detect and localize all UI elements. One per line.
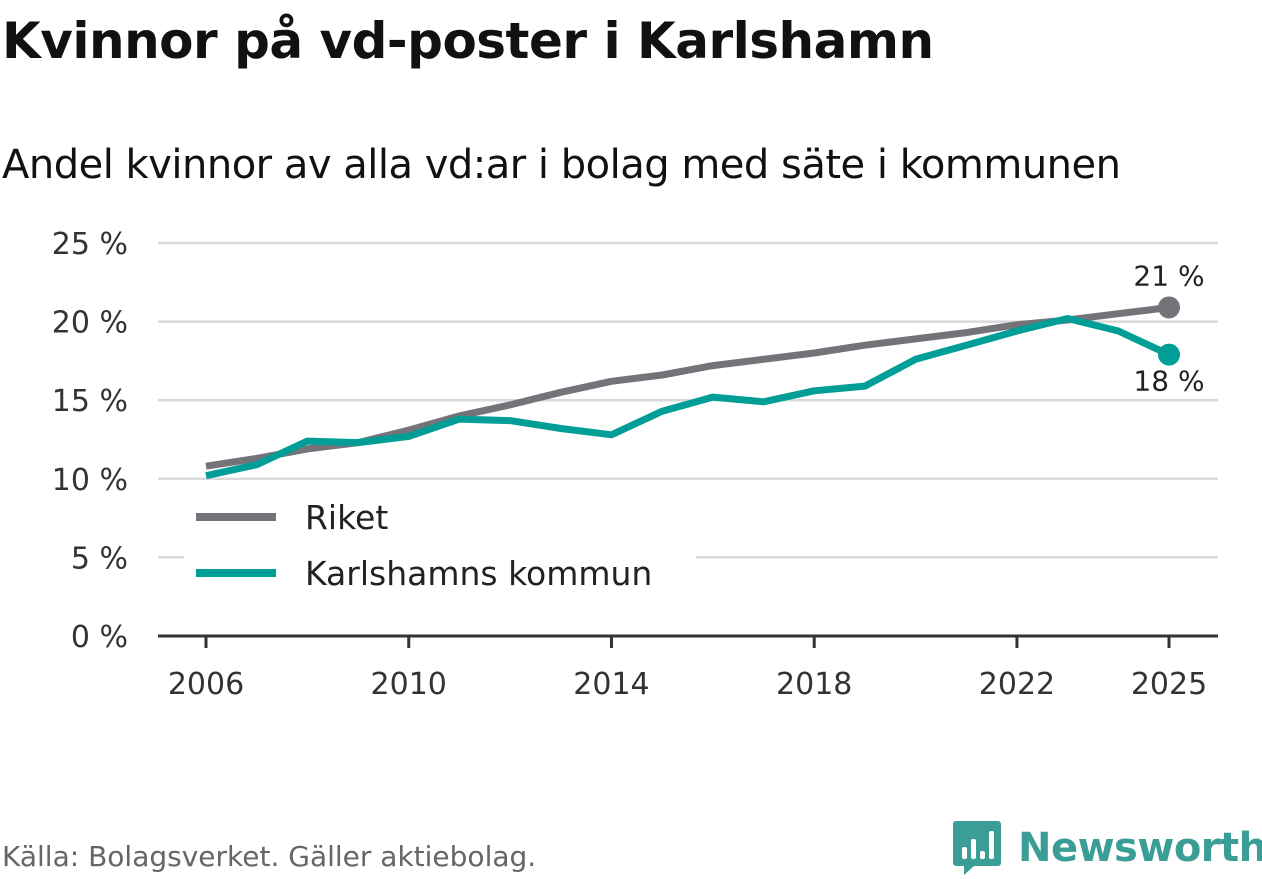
- end-value-label: 21 %: [1133, 259, 1204, 292]
- x-tick-label: 2018: [776, 667, 852, 702]
- y-tick-label: 0 %: [71, 620, 128, 655]
- series-line: [205, 315, 1171, 480]
- brand-name: Newsworthy: [1018, 825, 1262, 871]
- y-tick-label: 20 %: [52, 306, 128, 341]
- newsworthy-logo-icon: [953, 821, 1001, 875]
- x-tick-label: 2022: [979, 667, 1055, 702]
- y-tick-label: 15 %: [52, 384, 128, 419]
- chart-title: Kvinnor på vd-poster i Karlshamn: [2, 12, 934, 70]
- source-note: Källa: Bolagsverket. Gäller aktiebolag.: [2, 840, 537, 873]
- newsworthy-logo: Newsworthy: [952, 820, 1262, 876]
- end-marker: [1158, 343, 1180, 366]
- y-tick-label: 25 %: [52, 227, 128, 262]
- legend-label: Riket: [305, 498, 388, 537]
- y-axis-ticks: 0 % 5 % 10 % 15 % 20 % 25 %: [52, 227, 128, 655]
- end-labels: 21 % 18 %: [1133, 259, 1204, 397]
- legend-label: Karlshamns kommun: [305, 554, 652, 593]
- y-tick-label: 10 %: [52, 463, 128, 498]
- legend: Riket Karlshamns kommun: [184, 490, 696, 604]
- series-lines: [205, 296, 1180, 480]
- legend-background: [184, 490, 696, 604]
- end-value-label: 18 %: [1133, 365, 1204, 398]
- y-tick-label: 5 %: [71, 541, 128, 576]
- x-axis: 2006 2010 2014 2018 2022 2025: [158, 634, 1218, 702]
- x-tick-label: 2025: [1131, 667, 1207, 702]
- x-tick-label: 2010: [371, 667, 447, 702]
- chart-subtitle: Andel kvinnor av alla vd:ar i bolag med …: [2, 142, 1121, 188]
- end-marker: [1158, 296, 1180, 319]
- x-tick-label: 2014: [573, 667, 649, 702]
- x-tick-label: 2006: [168, 667, 244, 702]
